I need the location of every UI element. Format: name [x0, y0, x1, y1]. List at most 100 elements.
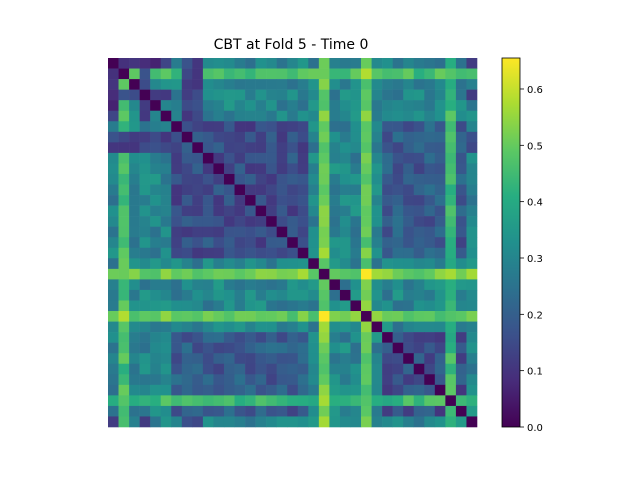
- heatmap-cell: [413, 195, 425, 206]
- heatmap-cell: [129, 332, 140, 343]
- heatmap-cell: [234, 268, 246, 280]
- heatmap-cell: [466, 300, 478, 312]
- heatmap-cell: [297, 332, 309, 343]
- heatmap-cell: [413, 173, 425, 185]
- heatmap-cell: [350, 268, 362, 280]
- heatmap-cell: [403, 300, 415, 312]
- heatmap-cell: [329, 332, 341, 343]
- heatmap-cell: [150, 363, 162, 375]
- heatmap-cell: [160, 311, 172, 322]
- heatmap-cell: [276, 279, 288, 291]
- heatmap-cell: [150, 216, 162, 227]
- heatmap-cell: [339, 131, 351, 143]
- heatmap-cell: [181, 142, 193, 154]
- heatmap-cell: [445, 405, 457, 417]
- heatmap-cell: [202, 79, 214, 90]
- heatmap-cell: [129, 374, 140, 386]
- colorbar-ticks: 0.0 0.1 0.2 0.3 0.4 0.5 0.6: [520, 85, 543, 434]
- heatmap-cell: [318, 321, 330, 333]
- heatmap-cell: [424, 121, 436, 133]
- heatmap-cell: [297, 58, 309, 69]
- heatmap-cell: [445, 79, 457, 90]
- heatmap-cell: [181, 131, 193, 143]
- heatmap-cell: [139, 142, 151, 154]
- heatmap-cell: [434, 384, 446, 396]
- heatmap-cell: [424, 268, 436, 280]
- heatmap-cell: [361, 279, 372, 291]
- heatmap-cell: [455, 79, 467, 90]
- heatmap-cell: [266, 121, 277, 133]
- heatmap-cell: [245, 300, 256, 312]
- heatmap-cell: [108, 374, 119, 386]
- heatmap-cell: [118, 163, 130, 175]
- heatmap-cell: [150, 184, 162, 196]
- heatmap-cell: [192, 226, 204, 238]
- heatmap-cell: [108, 258, 119, 270]
- heatmap-cell: [329, 216, 341, 227]
- heatmap-cell: [192, 268, 204, 280]
- heatmap-cell: [255, 353, 267, 365]
- heatmap-cell: [160, 321, 172, 333]
- heatmap-cell: [266, 353, 277, 365]
- heatmap-cell: [329, 384, 341, 396]
- heatmap-cell: [287, 247, 299, 259]
- heatmap-cell: [171, 131, 183, 143]
- heatmap-cell: [129, 68, 140, 80]
- heatmap-cell: [371, 89, 383, 101]
- heatmap-cell: [350, 79, 362, 90]
- heatmap-cell: [466, 173, 478, 185]
- heatmap-cell: [339, 152, 351, 164]
- heatmap-cell: [424, 226, 436, 238]
- heatmap-cell: [361, 216, 372, 227]
- heatmap-cell: [108, 237, 119, 249]
- heatmap-cell: [434, 353, 446, 365]
- heatmap-cell: [413, 353, 425, 365]
- heatmap-cell: [223, 237, 235, 249]
- heatmap-cell: [445, 395, 457, 407]
- heatmap-cell: [255, 237, 267, 249]
- heatmap-cell: [129, 121, 140, 133]
- heatmap-cell: [361, 205, 372, 217]
- heatmap-cell: [192, 89, 204, 101]
- heatmap-cell: [150, 384, 162, 396]
- heatmap-cell: [139, 163, 151, 175]
- heatmap-cell: [287, 152, 299, 164]
- heatmap-cell: [371, 205, 383, 217]
- heatmap-cell: [108, 353, 119, 365]
- heatmap-cell: [202, 332, 214, 343]
- heatmap-cell: [403, 173, 415, 185]
- heatmap-cell: [234, 131, 246, 143]
- heatmap-cell: [361, 311, 372, 322]
- heatmap-cell: [339, 384, 351, 396]
- heatmap-cell: [403, 100, 415, 112]
- heatmap-cell: [445, 416, 457, 428]
- heatmap-cell: [266, 237, 277, 249]
- heatmap-cell: [245, 258, 256, 270]
- heatmap-cell: [276, 121, 288, 133]
- heatmap-cell: [192, 405, 204, 417]
- heatmap-cell: [223, 173, 235, 185]
- heatmap-cell: [350, 416, 362, 428]
- heatmap-cell: [455, 279, 467, 291]
- heatmap-cell: [403, 152, 415, 164]
- heatmap-cell: [108, 163, 119, 175]
- heatmap-cell: [382, 184, 393, 196]
- heatmap-cell: [192, 79, 204, 90]
- heatmap-cell: [318, 89, 330, 101]
- heatmap-cell: [150, 237, 162, 249]
- heatmap-cell: [139, 332, 151, 343]
- heatmap-cell: [276, 311, 288, 322]
- heatmap-cell: [108, 311, 119, 322]
- heatmap-cell: [403, 79, 415, 90]
- heatmap-cell: [424, 374, 436, 386]
- heatmap-cell: [108, 110, 119, 122]
- heatmap-cell: [287, 321, 299, 333]
- heatmap-cell: [223, 268, 235, 280]
- heatmap-cell: [297, 289, 309, 301]
- heatmap-cell: [192, 237, 204, 249]
- heatmap-cell: [108, 216, 119, 227]
- heatmap-cell: [202, 216, 214, 227]
- heatmap-cell: [245, 100, 256, 112]
- heatmap-cell: [382, 416, 393, 428]
- heatmap-cell: [181, 237, 193, 249]
